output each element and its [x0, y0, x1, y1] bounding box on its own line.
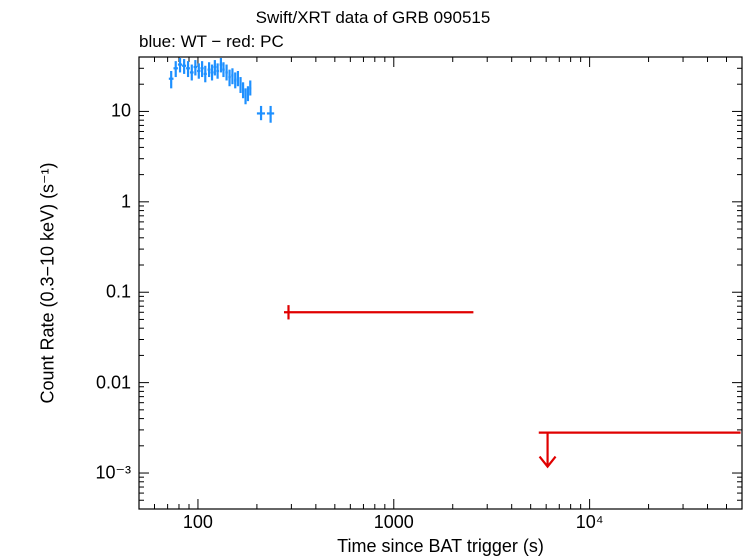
upper-limit-arrowhead	[538, 455, 557, 469]
data-point	[244, 88, 247, 105]
chart-title: Swift/XRT data of GRB 090515	[255, 8, 491, 27]
y-tick-label: 10	[110, 100, 131, 121]
y-tick-label: 10⁻³	[95, 462, 131, 483]
data-point	[203, 65, 207, 83]
data-point	[283, 305, 474, 320]
data-point	[200, 61, 204, 78]
y-axis-label: Count Rate (0.3−10 keV) (s⁻¹)	[37, 162, 58, 404]
data-point	[239, 77, 242, 93]
data-point	[228, 69, 231, 87]
y-tick-label: 0.01	[95, 372, 131, 393]
x-tick-label: 10⁴	[575, 512, 604, 532]
data-point	[186, 61, 190, 78]
data-point	[222, 62, 225, 78]
upper-limit	[538, 431, 741, 469]
data-point	[210, 64, 214, 81]
chart-subtitle: blue: WT − red: PC	[139, 32, 284, 51]
axis-ticks	[138, 56, 743, 510]
y-tick-label: 0.1	[105, 281, 131, 302]
y-tick-label: 1	[120, 191, 131, 212]
data-point	[177, 57, 183, 73]
x-axis-label: Time since BAT trigger (s)	[337, 536, 544, 556]
data-point	[173, 61, 178, 78]
data-point	[231, 68, 234, 85]
data-point	[249, 80, 252, 96]
data-point	[246, 86, 250, 102]
plot-frame	[138, 56, 743, 510]
x-tick-label: 100	[182, 512, 213, 532]
data-point	[189, 64, 194, 81]
data-point	[256, 105, 266, 121]
data-point	[213, 60, 217, 76]
data-point	[168, 71, 174, 89]
data-point	[207, 62, 211, 78]
data-point	[236, 71, 240, 87]
data-point	[266, 105, 275, 123]
data-point	[193, 60, 198, 76]
data-point	[216, 63, 219, 79]
data-point	[225, 64, 228, 81]
data-point	[219, 57, 223, 73]
data-point	[234, 72, 237, 89]
data-point	[241, 82, 245, 99]
x-tick-label: 1000	[373, 512, 414, 532]
data-marks	[168, 57, 741, 469]
data-point	[182, 59, 187, 74]
data-point	[197, 63, 201, 79]
